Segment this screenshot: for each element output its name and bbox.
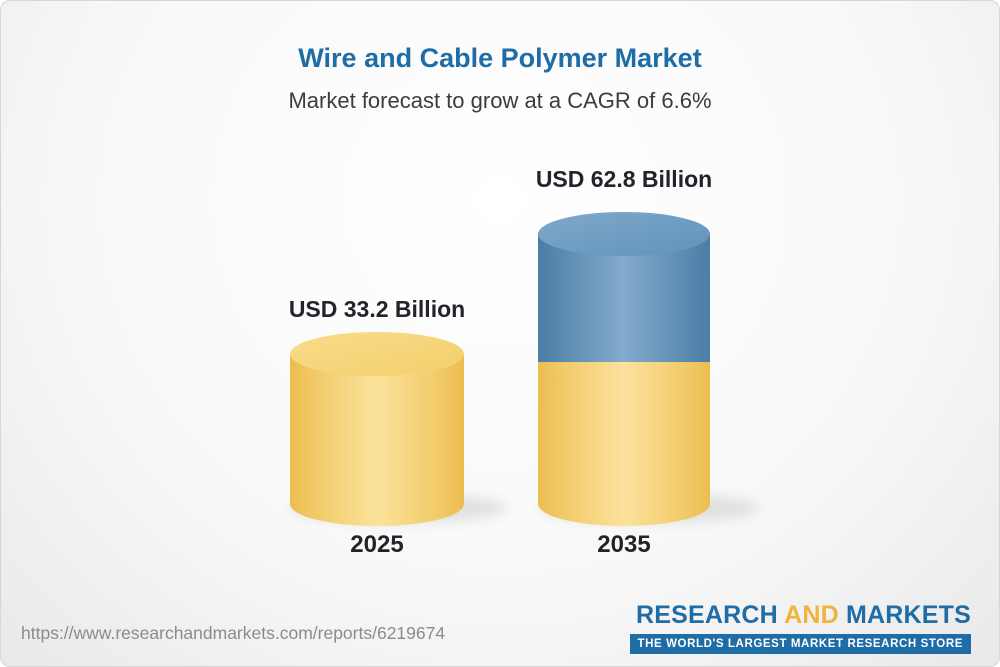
bar-2025-top bbox=[290, 332, 464, 376]
bar-2035-top bbox=[538, 212, 710, 256]
logo-tagline: THE WORLD'S LARGEST MARKET RESEARCH STOR… bbox=[629, 634, 971, 654]
researchandmarkets-logo: RESEARCH AND MARKETS THE WORLD'S LARGEST… bbox=[629, 601, 972, 654]
axis-label-2035: 2035 bbox=[597, 531, 651, 558]
chart-subtitle: Market forecast to grow at a CAGR of 6.6… bbox=[288, 88, 712, 113]
value-label-2025: USD 33.2 Billion bbox=[288, 296, 466, 322]
logo-word-research: RESEARCH bbox=[635, 601, 778, 629]
bar-2035-lower-body bbox=[538, 362, 710, 526]
chart-title: Wire and Cable Polymer Market bbox=[298, 43, 702, 73]
report-url-link[interactable]: https://www.researchandmarkets.com/repor… bbox=[21, 623, 446, 643]
logo-word-markets: MARKETS bbox=[845, 601, 971, 629]
axis-label-2025: 2025 bbox=[350, 531, 404, 558]
bar-2025-body bbox=[290, 354, 464, 526]
bar-2035-upper-body bbox=[538, 234, 710, 362]
value-label-2035: USD 62.8 Billion bbox=[535, 166, 713, 192]
logo-wordmark: RESEARCH AND MARKETS bbox=[630, 601, 972, 630]
logo-word-and: AND bbox=[784, 601, 839, 629]
